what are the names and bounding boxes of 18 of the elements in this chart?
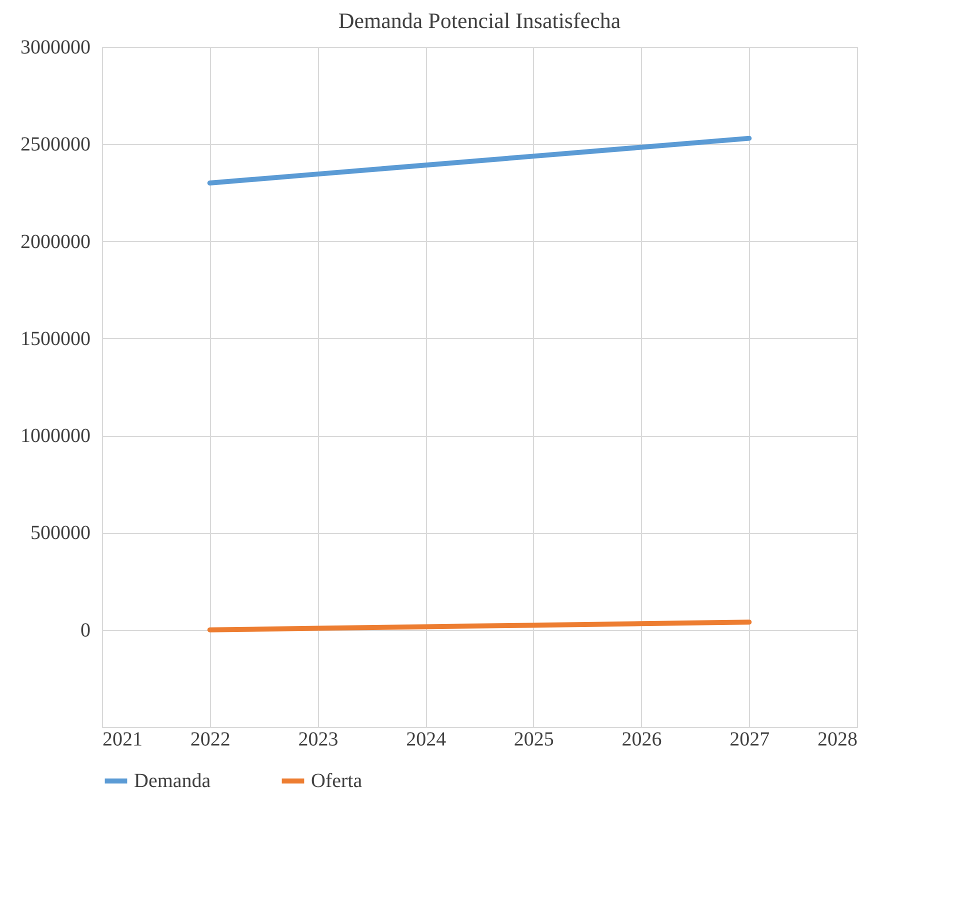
y-tick-label: 500000 xyxy=(30,522,90,544)
x-tick-label: 2026 xyxy=(622,728,662,750)
y-tick-label: 1500000 xyxy=(20,328,90,350)
y-tick-label: 0 xyxy=(80,619,90,642)
x-tick-label: 2021 xyxy=(102,728,142,750)
x-tick-label: 2027 xyxy=(730,728,770,750)
x-tick-label: 2023 xyxy=(298,728,338,750)
x-tick-label: 2028 xyxy=(818,728,858,750)
chart-title: Demanda Potencial Insatisfecha xyxy=(338,8,621,33)
y-tick-label: 3000000 xyxy=(20,36,90,58)
legend-label: Demanda xyxy=(134,770,211,792)
x-tick-label: 2024 xyxy=(406,728,446,750)
y-tick-label: 1000000 xyxy=(20,425,90,448)
legend-label: Oferta xyxy=(311,770,362,792)
x-tick-label: 2022 xyxy=(190,728,230,750)
y-tick-label: 2000000 xyxy=(20,230,90,253)
y-tick-label: 2500000 xyxy=(20,134,90,156)
x-tick-label: 2025 xyxy=(514,728,554,750)
